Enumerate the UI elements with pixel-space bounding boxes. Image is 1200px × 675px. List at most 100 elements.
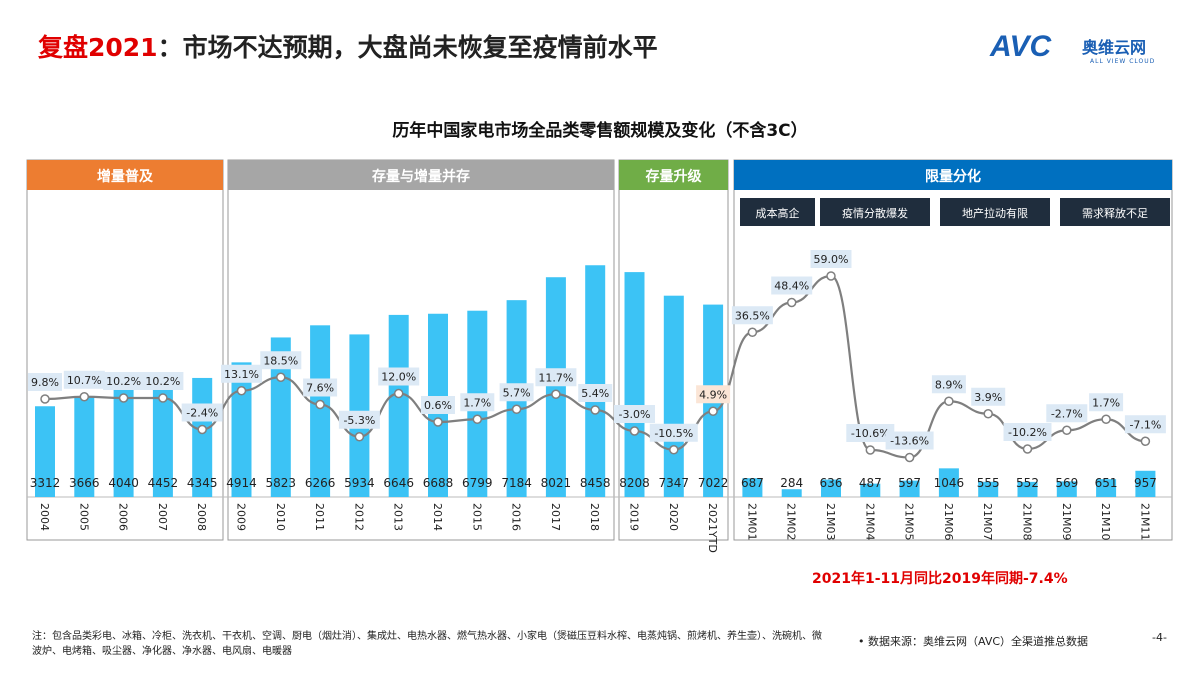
bar-value-label: 5823 [266,476,297,490]
growth-label-bg [885,431,934,450]
growth-point [315,399,325,410]
growth-label-bg [696,385,731,404]
bar-value-label: 8208 [619,476,650,490]
bar-value-label: 7022 [698,476,729,490]
x-tick-label: 21M01 [745,503,758,541]
logo-en: ALL VIEW CLOUD [1090,58,1156,65]
bar [585,265,606,497]
bar [663,295,684,497]
x-tick-label: 2008 [195,503,208,531]
logo-cn: 奥维云网 [1082,38,1147,57]
x-tick-label: 21M04 [863,503,876,541]
growth-label: -7.1% [1129,418,1161,431]
growth-label-bg [28,373,62,391]
bar [545,277,566,497]
growth-label-bg [614,405,655,423]
growth-label-bg [221,364,262,383]
growth-label: -10.5% [654,427,693,440]
growth-label-bg [421,396,455,414]
growth-label-bg [649,423,698,442]
x-tick-label: 2020 [667,503,680,531]
page-number: -4- [1152,631,1167,644]
growth-label-bg [142,372,184,390]
growth-label: -2.4% [186,407,218,420]
bar [978,481,999,497]
bar [781,489,802,497]
tag-box [820,198,930,226]
tag-label: 疫情分散爆发 [842,206,908,220]
x-tick-label: 2016 [510,503,523,531]
x-tick-label: 2017 [549,503,562,531]
growth-label: 9.8% [31,376,59,389]
growth-label-bg [103,372,145,390]
x-tick-label: 21M06 [942,503,955,541]
bar [152,375,173,497]
bar [860,483,881,497]
growth-point [393,388,404,399]
growth-point [590,405,600,415]
growth-label-bg [1003,423,1052,441]
bar-value-label: 6799 [462,476,493,490]
x-tick-label: 21M11 [1138,503,1151,541]
bar [1096,479,1117,497]
growth-point [944,396,954,406]
x-tick-label: 2007 [156,503,169,531]
growth-label-bg [378,367,420,386]
bar [1135,470,1156,497]
bar-value-label: 6646 [383,476,414,490]
bar-value-label: 3666 [69,476,100,490]
growth-label-bg [731,306,773,325]
bar-value-label: 957 [1134,476,1157,490]
growth-label: 5.4% [581,387,609,400]
x-tick-label: 2021YTD [706,503,719,553]
growth-point [1101,414,1111,424]
growth-label: 11.7% [538,371,573,384]
growth-point [197,424,207,435]
x-tick-label: 2015 [470,503,483,531]
title-highlight: 复盘2021 [38,33,158,62]
phase-label: 增量普及 [97,168,154,185]
growth-label: 0.6% [424,399,452,412]
bar-value-label: 4345 [187,476,218,490]
bar-value-label: 555 [977,476,1000,490]
bar [231,362,252,497]
growth-label: 1.7% [1092,396,1120,409]
growth-point [511,404,522,414]
growth-label-bg [535,368,577,387]
growth-point [708,406,718,416]
phase-header [734,160,1172,190]
bar-value-label: 636 [820,476,843,490]
footnote: 注：包含品类彩电、冰箱、冷柜、洗衣机、干衣机、空调、厨电（烟灶消）、集成灶、电热… [32,631,822,657]
growth-point [904,452,915,463]
x-tick-label: 21M05 [903,503,916,541]
bar-value-label: 8458 [580,476,611,490]
growth-label: 10.2% [145,375,180,388]
bar [938,468,959,497]
bar [821,479,841,497]
x-tick-label: 2018 [588,503,601,531]
growth-point [276,372,286,382]
phase-header [228,160,614,190]
growth-point [786,297,797,308]
bar [624,272,645,497]
growth-label: -3.0% [619,408,651,421]
x-tick-label: 21M07 [981,503,994,541]
growth-label-bg [771,276,813,295]
growth-point [983,409,993,419]
avc-logo: AVC 奥维云网 ALL VIEW CLOUD [990,30,1170,70]
growth-label-bg [578,384,613,402]
x-tick-label: 2013 [392,503,405,531]
growth-label-bg [338,410,380,429]
bar-value-label: 7347 [659,476,690,490]
growth-label-bg [810,250,852,268]
growth-label: -2.7% [1051,407,1083,420]
growth-label: -10.2% [1008,426,1047,439]
phase-header [27,160,223,190]
bar-value-label: 1046 [934,476,965,490]
x-tick-label: 21M03 [824,503,837,541]
phase-header [619,160,728,190]
growth-point [669,445,679,455]
bar-value-label: 7184 [501,476,532,490]
growth-point [118,393,129,403]
growth-label: 36.5% [735,309,770,322]
